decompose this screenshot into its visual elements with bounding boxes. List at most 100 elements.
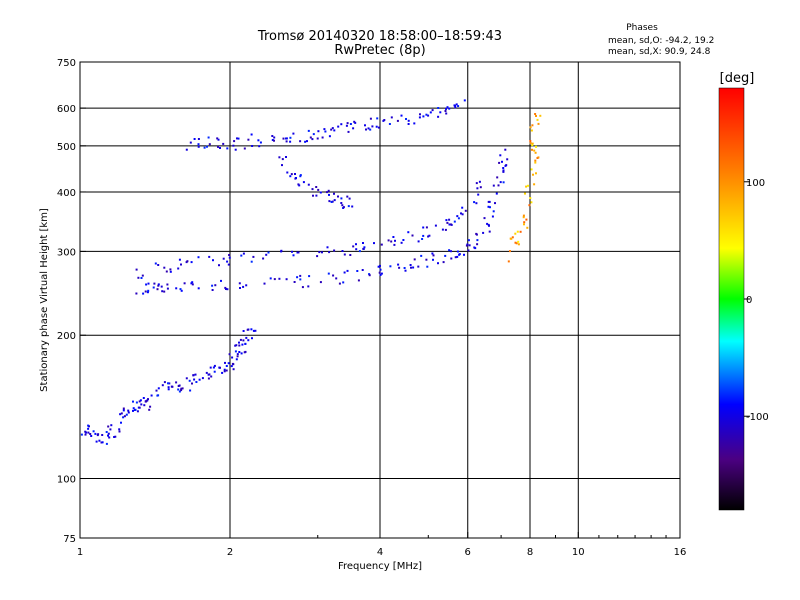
data-point	[341, 250, 344, 252]
data-point	[457, 217, 460, 220]
data-point	[80, 433, 83, 436]
data-point	[304, 140, 307, 143]
data-point	[332, 274, 335, 277]
data-point	[502, 167, 505, 169]
data-point	[216, 137, 219, 140]
data-point	[241, 343, 244, 346]
data-point	[166, 287, 169, 290]
data-point	[177, 267, 180, 270]
data-point	[120, 421, 122, 424]
data-point	[428, 234, 431, 237]
data-point	[530, 168, 533, 171]
data-point	[257, 139, 260, 142]
data-point	[373, 242, 375, 245]
data-point	[234, 350, 237, 353]
data-point	[180, 263, 182, 266]
data-point	[136, 410, 139, 413]
data-point	[285, 140, 288, 143]
data-point	[463, 99, 466, 102]
data-point	[431, 252, 434, 255]
data-point	[96, 434, 99, 437]
data-point	[157, 264, 160, 266]
data-point	[92, 430, 95, 433]
data-point	[119, 413, 122, 416]
data-point	[354, 121, 357, 124]
data-point	[250, 133, 253, 136]
data-point	[219, 366, 221, 369]
data-point	[316, 137, 319, 140]
data-point	[110, 424, 113, 427]
data-point	[299, 175, 302, 178]
data-point	[201, 377, 204, 380]
data-point	[448, 218, 451, 221]
data-point	[94, 432, 97, 435]
data-point	[114, 435, 117, 438]
data-point	[377, 265, 380, 268]
colorbar-ticks: 100 0 -100	[744, 178, 769, 423]
data-point	[413, 258, 416, 261]
data-point	[318, 251, 321, 254]
data-point	[247, 138, 250, 141]
data-point	[465, 244, 468, 247]
data-point	[153, 282, 156, 285]
data-point	[127, 411, 130, 414]
data-point	[237, 137, 240, 140]
data-point	[425, 226, 428, 229]
data-point	[157, 394, 160, 397]
data-point	[223, 370, 226, 373]
data-point	[371, 125, 374, 128]
y-tick-label: 600	[57, 104, 76, 115]
data-point	[353, 120, 356, 123]
data-point	[105, 431, 108, 433]
data-point	[425, 258, 428, 261]
data-point	[193, 138, 196, 140]
data-point	[239, 338, 242, 341]
data-point	[363, 246, 366, 249]
data-point	[178, 390, 181, 393]
data-point	[214, 284, 217, 287]
data-point	[175, 287, 178, 290]
data-point	[529, 126, 532, 129]
data-point	[331, 200, 334, 203]
data-point	[523, 223, 525, 226]
data-point	[405, 118, 407, 120]
data-point	[245, 336, 248, 339]
data-point	[427, 114, 430, 117]
x-tick-label: 4	[377, 547, 383, 558]
data-point	[217, 145, 219, 148]
data-point	[252, 329, 255, 332]
data-point	[529, 140, 532, 142]
data-point	[475, 232, 478, 235]
data-point	[108, 436, 111, 439]
data-point	[529, 142, 532, 145]
data-point	[404, 269, 407, 272]
data-point	[231, 362, 234, 365]
data-point	[333, 199, 336, 202]
data-point	[417, 265, 420, 268]
data-point	[273, 136, 276, 139]
data-point	[502, 181, 505, 184]
data-point	[387, 239, 390, 242]
data-point	[84, 433, 87, 436]
data-point	[222, 142, 225, 145]
data-point	[537, 156, 540, 159]
data-point	[442, 261, 445, 264]
data-point	[293, 281, 296, 283]
data-point	[506, 158, 509, 161]
data-point	[163, 266, 166, 269]
data-point	[453, 220, 456, 223]
data-point	[333, 129, 336, 132]
data-point	[420, 254, 423, 257]
data-point	[267, 251, 270, 254]
data-point	[422, 115, 425, 118]
data-point	[250, 260, 253, 263]
data-point	[407, 231, 410, 234]
data-point	[240, 254, 243, 257]
data-point	[197, 138, 200, 140]
data-point	[514, 241, 517, 244]
data-point	[225, 369, 228, 372]
data-point	[535, 115, 537, 117]
data-point	[145, 283, 148, 286]
data-point	[278, 156, 281, 159]
data-point	[321, 136, 324, 139]
